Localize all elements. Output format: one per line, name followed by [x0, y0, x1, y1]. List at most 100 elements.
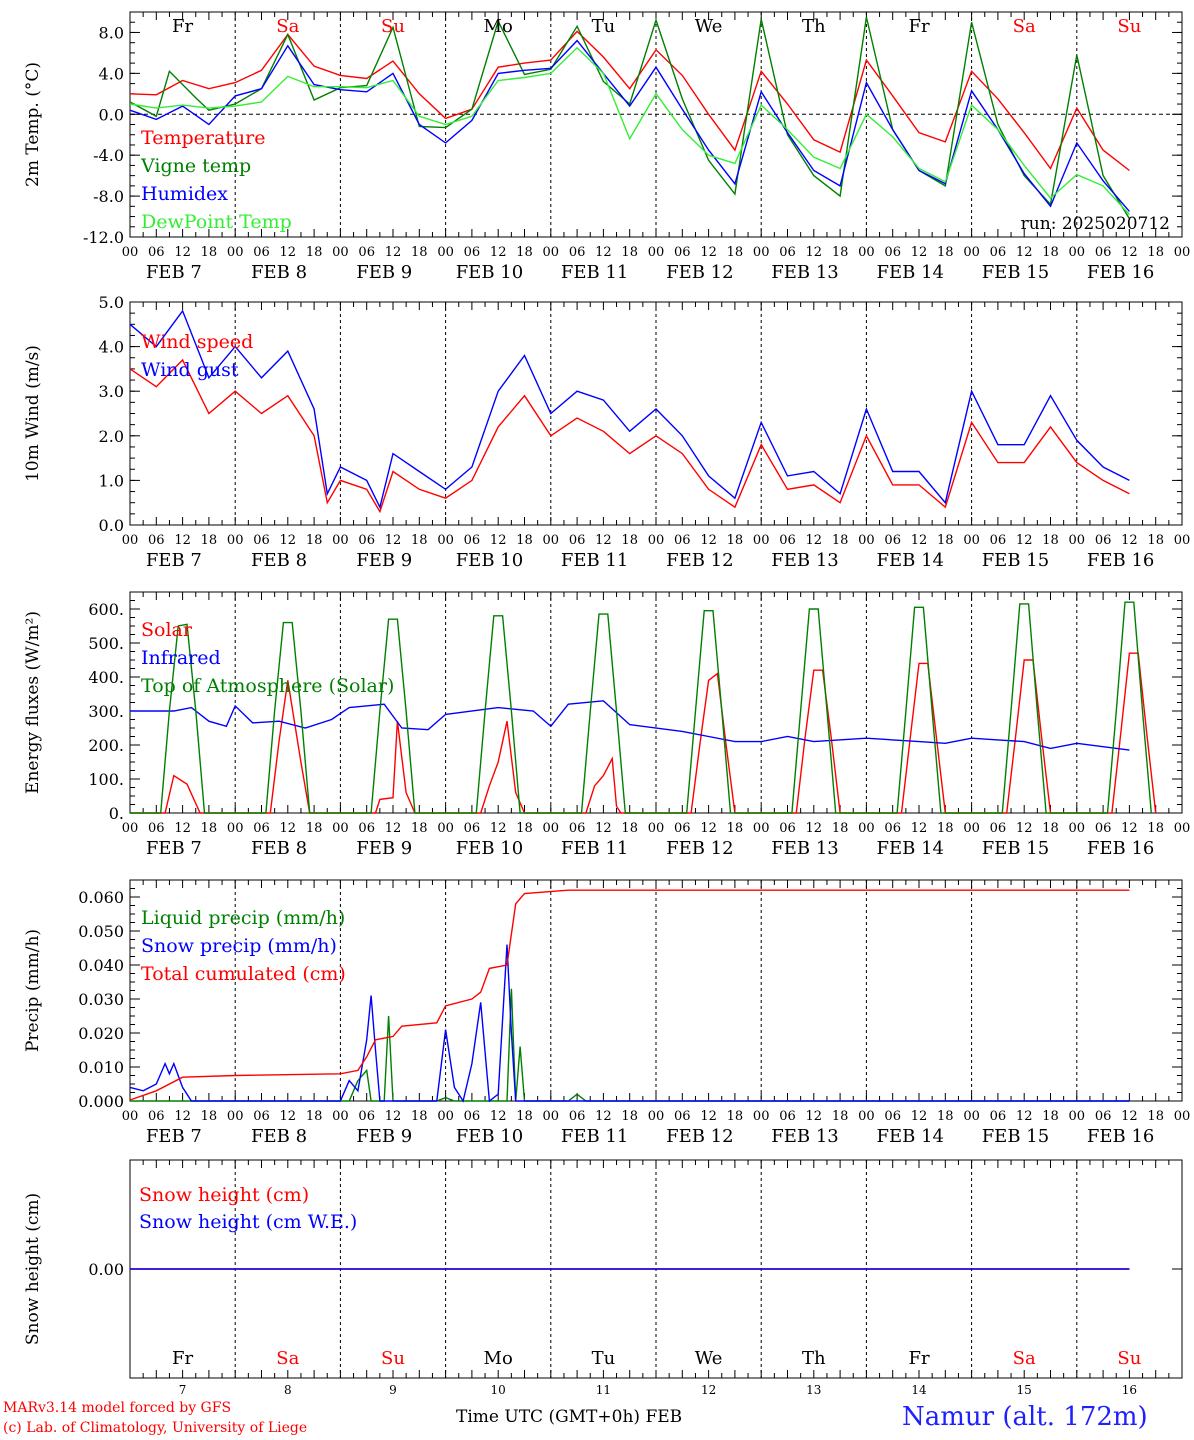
- precip-hour-label: 06: [148, 1109, 165, 1124]
- wind-date-label: FEB 7: [146, 550, 202, 571]
- wind-hour-label: 12: [280, 533, 297, 548]
- precip-ytick-label: 0.010: [78, 1058, 124, 1077]
- energy-hour-label: 18: [727, 821, 744, 836]
- temp-hour-label: 18: [306, 245, 323, 260]
- temp-hour-label: 12: [911, 245, 928, 260]
- energy-ytick-label: 600.: [88, 600, 124, 619]
- temp-hour-label: 00: [1174, 245, 1191, 260]
- temp-hour-label: 18: [727, 245, 744, 260]
- wind-ytick-label: 0.0: [99, 516, 124, 535]
- energy-hour-label: 18: [1042, 821, 1059, 836]
- wind-hour-label: 18: [832, 533, 849, 548]
- wind-date-label: FEB 15: [982, 550, 1049, 571]
- temp-dow-label: Sa: [276, 16, 299, 37]
- temp-hour-label: 12: [700, 245, 717, 260]
- energy-hour-label: 12: [911, 821, 928, 836]
- energy-hour-label: 00: [437, 821, 454, 836]
- wind-legend-entry: Wind speed: [141, 331, 253, 353]
- temp-hour-label: 00: [543, 245, 560, 260]
- energy-date-label: FEB 14: [876, 838, 943, 859]
- wind-hour-label: 12: [174, 533, 191, 548]
- precip-legend-entry: Liquid precip (mm/h): [141, 907, 345, 929]
- temp-hour-label: 00: [227, 245, 244, 260]
- temp-hour-label: 18: [1147, 245, 1164, 260]
- wind-hour-label: 18: [727, 533, 744, 548]
- precip-hour-label: 00: [648, 1109, 665, 1124]
- wind-hour-label: 00: [227, 533, 244, 548]
- wind-hour-label: 12: [700, 533, 717, 548]
- precip-series-line: [129, 889, 1130, 1101]
- energy-hour-label: 00: [332, 821, 349, 836]
- temp-hour-label: 18: [621, 245, 638, 260]
- wind-hour-label: 18: [1147, 533, 1164, 548]
- precip-ytick-label: 0.050: [78, 922, 124, 941]
- temp-date-label: FEB 12: [666, 262, 733, 283]
- temp-hour-label: 06: [1095, 245, 1112, 260]
- snow-day-number: 12: [701, 1383, 716, 1397]
- temp-hour-label: 12: [595, 245, 612, 260]
- energy-hour-label: 12: [700, 821, 717, 836]
- wind-hour-label: 00: [543, 533, 560, 548]
- wind-date-label: FEB 9: [356, 550, 412, 571]
- wind-hour-label: 18: [306, 533, 323, 548]
- temp-dow-label: Sa: [1013, 16, 1036, 37]
- energy-hour-label: 18: [832, 821, 849, 836]
- temp-series-line: [129, 16, 1130, 219]
- precip-hour-label: 18: [411, 1109, 428, 1124]
- wind-hour-label: 06: [884, 533, 901, 548]
- precip-date-label: FEB 10: [456, 1126, 523, 1147]
- precip-hour-label: 06: [464, 1109, 481, 1124]
- energy-date-label: FEB 9: [356, 838, 412, 859]
- precip-hour-label: 12: [806, 1109, 823, 1124]
- energy-hour-label: 00: [1174, 821, 1191, 836]
- wind-hour-label: 06: [674, 533, 691, 548]
- temp-series-line: [129, 39, 1130, 212]
- snow-ytick-label: 0.00: [88, 1260, 124, 1279]
- snow-dow-label: Mo: [484, 1348, 513, 1369]
- wind-ytick-label: 5.0: [99, 293, 124, 312]
- precip-hour-label: 06: [779, 1109, 796, 1124]
- snow-day-number: 11: [596, 1383, 611, 1397]
- snow-day-number: 8: [284, 1383, 292, 1397]
- wind-date-label: FEB 13: [771, 550, 838, 571]
- temp-hour-label: 12: [280, 245, 297, 260]
- precip-hour-label: 12: [1016, 1109, 1033, 1124]
- temp-series-line: [129, 46, 1130, 215]
- precip-ytick-label: 0.020: [78, 1024, 124, 1043]
- energy-hour-label: 00: [1069, 821, 1086, 836]
- temp-hour-label: 06: [569, 245, 586, 260]
- temp-hour-label: 06: [884, 245, 901, 260]
- precip-hour-label: 18: [727, 1109, 744, 1124]
- temp-hour-label: 00: [332, 245, 349, 260]
- snow-day-number: 16: [1122, 1383, 1137, 1397]
- energy-hour-label: 06: [253, 821, 270, 836]
- precip-date-label: FEB 16: [1087, 1126, 1154, 1147]
- precip-hour-label: 18: [937, 1109, 954, 1124]
- snow-dow-label: Th: [802, 1348, 826, 1369]
- wind-ytick-label: 4.0: [99, 338, 124, 357]
- precip-hour-label: 06: [358, 1109, 375, 1124]
- wind-hour-label: 00: [1069, 533, 1086, 548]
- temp-ytick-label: -4.0: [93, 146, 124, 165]
- wind-hour-label: 00: [858, 533, 875, 548]
- energy-ytick-label: 500.: [88, 634, 124, 653]
- temp-ytick-label: -8.0: [93, 187, 124, 206]
- wind-hour-label: 00: [648, 533, 665, 548]
- precip-hour-label: 00: [858, 1109, 875, 1124]
- station-label: Namur (alt. 172m): [902, 1402, 1148, 1432]
- precip-date-label: FEB 11: [561, 1126, 628, 1147]
- energy-ytick-label: 100.: [88, 770, 124, 789]
- snow-day-number: 9: [389, 1383, 397, 1397]
- wind-date-label: FEB 10: [456, 550, 523, 571]
- precip-series-line: [129, 944, 1130, 1103]
- snow-day-number: 7: [179, 1383, 187, 1397]
- energy-hour-label: 00: [122, 821, 139, 836]
- temp-ytick-label: 0.0: [99, 105, 124, 124]
- precip-ylabel: Precip (mm/h): [23, 929, 43, 1052]
- energy-hour-label: 06: [884, 821, 901, 836]
- precip-hour-label: 00: [332, 1109, 349, 1124]
- snow-dow-label: Fr: [908, 1348, 929, 1369]
- temp-hour-label: 00: [963, 245, 980, 260]
- wind-hour-label: 18: [411, 533, 428, 548]
